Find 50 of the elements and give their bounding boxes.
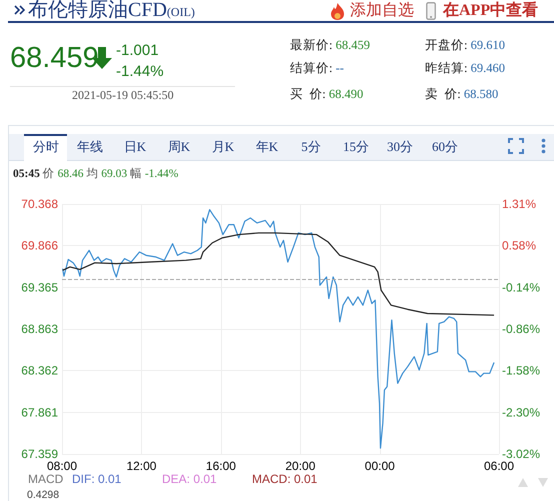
line-series: [62, 209, 495, 449]
y2-tick-label: -0.14%: [502, 280, 540, 294]
y2-tick-label: -2.30%: [502, 405, 540, 420]
text: 日K: [122, 139, 148, 154]
text: 05:45 价 68.46 均 69.03 幅 -1.44%: [13, 168, 178, 180]
text: MACD: [28, 472, 64, 486]
text: 60分: [431, 139, 459, 154]
text: 15分: [342, 139, 370, 154]
text: 开盘价: 69.610: [425, 38, 505, 52]
x-tick-label: 12:00: [126, 459, 157, 473]
text: 30分: [386, 139, 414, 154]
y-tick-label: 67.359: [21, 447, 58, 461]
text: 5分: [300, 139, 322, 154]
y-tick-label: 69.866: [21, 238, 58, 253]
y-tick-label: 67.861: [21, 405, 58, 420]
y-tick-label: 70.368: [21, 197, 58, 211]
x-tick-label: 08:00: [46, 459, 78, 473]
text: MACD: 0.01: [252, 472, 318, 486]
x-tick-label: 20:00: [285, 459, 316, 473]
text: 分时: [32, 139, 60, 154]
text: 年K: [254, 139, 280, 154]
text: 结算价: --: [290, 61, 344, 75]
text: 周K: [166, 139, 192, 154]
y2-tick-label: -0.86%: [502, 322, 540, 336]
text: DIF: 0.01: [72, 472, 122, 486]
x-tick-label: 06:00: [484, 459, 514, 473]
text: -1.001: [116, 42, 159, 59]
y-tick-label: 69.365: [21, 280, 58, 294]
line-series: [62, 232, 495, 316]
y2-tick-label: -1.58%: [502, 364, 540, 378]
text: 0.4298: [27, 489, 60, 501]
text: 添加自选: [350, 2, 414, 19]
x-tick-label: 00:00: [364, 459, 396, 473]
text: 最新价: 68.459: [290, 38, 370, 52]
text: 2021-05-19 05:45:50: [72, 88, 174, 102]
x-tick-label: 16:00: [206, 459, 236, 473]
text: DEA: 0.01: [162, 472, 217, 486]
y2-tick-label: -3.02%: [502, 447, 540, 461]
text: 卖 价: 68.580: [425, 87, 498, 101]
text: 在APP中查看: [443, 2, 538, 19]
text: 昨结算: 69.460: [425, 61, 505, 75]
y2-tick-label: 1.31%: [502, 197, 536, 211]
text: 年线: [76, 139, 104, 154]
y-tick-label: 68.362: [21, 364, 58, 378]
text: 买 价: 68.490: [290, 87, 364, 101]
y2-tick-label: 0.58%: [502, 238, 536, 253]
text: -1.44%: [116, 63, 164, 80]
text: 月K: [210, 139, 236, 154]
text: 68.459: [10, 42, 99, 74]
y-tick-label: 68.863: [21, 322, 58, 336]
